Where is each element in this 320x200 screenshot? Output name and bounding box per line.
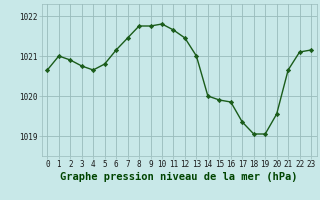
X-axis label: Graphe pression niveau de la mer (hPa): Graphe pression niveau de la mer (hPa) [60,172,298,182]
